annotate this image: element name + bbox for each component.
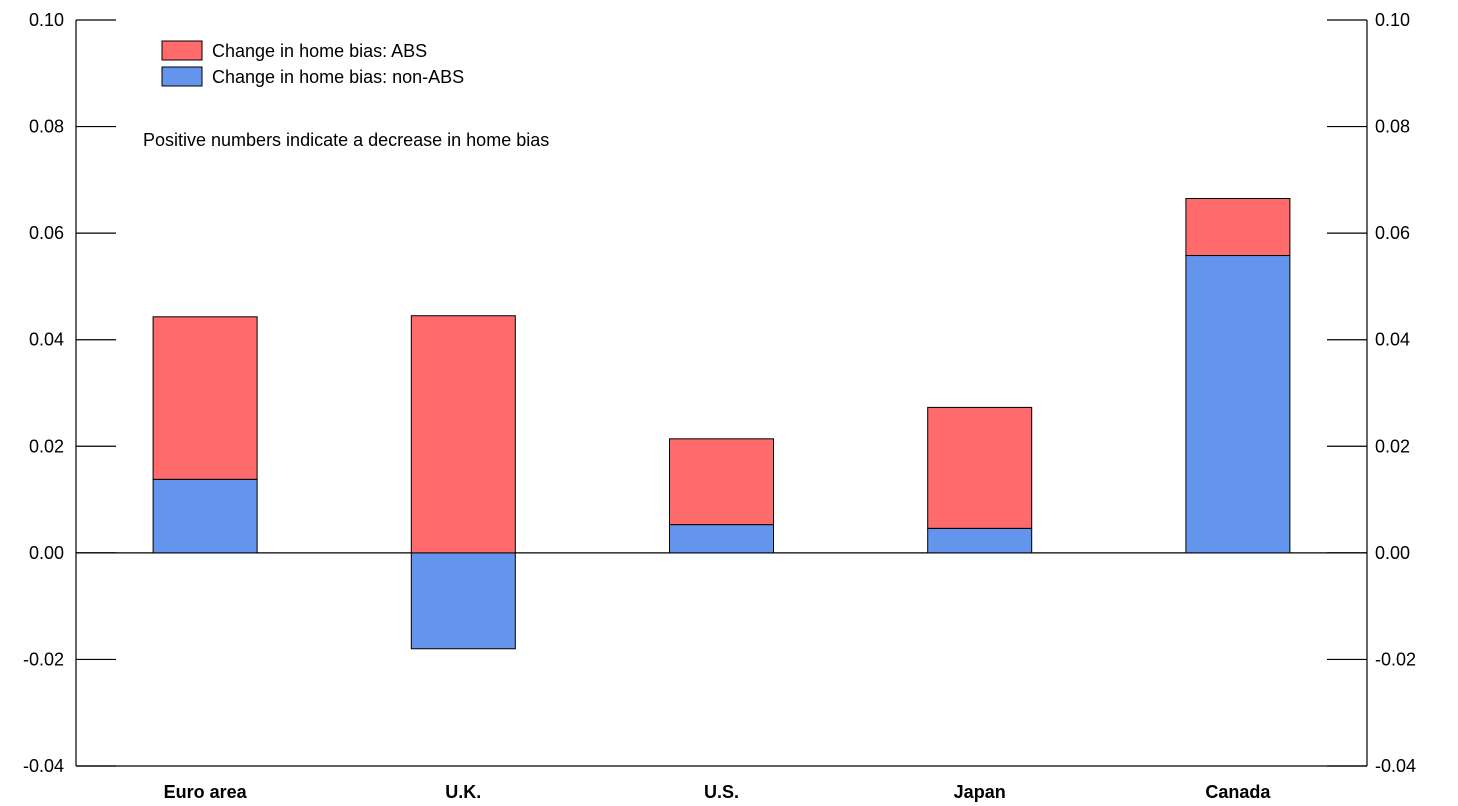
y-tick-label-right: 0.00 <box>1375 543 1410 563</box>
y-tick-label-left: 0.00 <box>29 543 64 563</box>
chart-annotation: Positive numbers indicate a decrease in … <box>143 130 549 150</box>
bar-non-abs-japan <box>927 527 1033 554</box>
legend-label: Change in home bias: non-ABS <box>212 67 464 87</box>
x-category-label: Euro area <box>164 782 248 802</box>
bar-non-abs-u-k <box>410 552 516 650</box>
legend-label: Change in home bias: ABS <box>212 41 427 61</box>
y-tick-label-left: 0.02 <box>29 436 64 456</box>
y-tick-label-right: -0.04 <box>1375 756 1416 776</box>
bar-non-abs-u-s <box>669 524 774 554</box>
x-category-label: U.K. <box>445 782 481 802</box>
bar-abs-u-s <box>669 438 774 526</box>
y-tick-label-left: -0.04 <box>23 756 64 776</box>
bars <box>152 198 1291 650</box>
y-tick-label-right: 0.08 <box>1375 117 1410 137</box>
y-tick-label-left: 0.10 <box>29 10 64 30</box>
y-tick-label-right: 0.06 <box>1375 223 1410 243</box>
legend-swatch <box>161 66 203 87</box>
x-category-label: Canada <box>1205 782 1271 802</box>
legend-swatch <box>161 40 203 61</box>
x-category-label: Japan <box>954 782 1006 802</box>
bar-abs-euro-area <box>152 316 258 480</box>
y-tick-label-left: 0.06 <box>29 223 64 243</box>
category-labels: Euro area U.K. U.S. Japan Canada <box>164 782 1272 802</box>
y-tick-label-left: 0.08 <box>29 117 64 137</box>
y-tick-label-right: -0.02 <box>1375 649 1416 669</box>
bar-non-abs-euro-area <box>152 478 258 554</box>
y-tick-label-left: 0.04 <box>29 330 64 350</box>
y-tick-label-right: 0.04 <box>1375 330 1410 350</box>
y-tick-label-left: -0.02 <box>23 649 64 669</box>
legend: Change in home bias: ABS Change in home b… <box>161 40 464 87</box>
y-tick-label-right: 0.10 <box>1375 10 1410 30</box>
y-tick-label-right: 0.02 <box>1375 436 1410 456</box>
bar-abs-japan <box>927 406 1033 529</box>
bar-abs-canada <box>1185 198 1291 257</box>
bar-abs-u-k <box>410 315 516 554</box>
x-category-label: U.S. <box>704 782 739 802</box>
y-ticks: 0.10 0.10 0.08 0.08 0.06 0.06 0.04 0.04 0.02 0.02… <box>23 10 1416 776</box>
bar-non-abs-canada <box>1185 255 1291 554</box>
